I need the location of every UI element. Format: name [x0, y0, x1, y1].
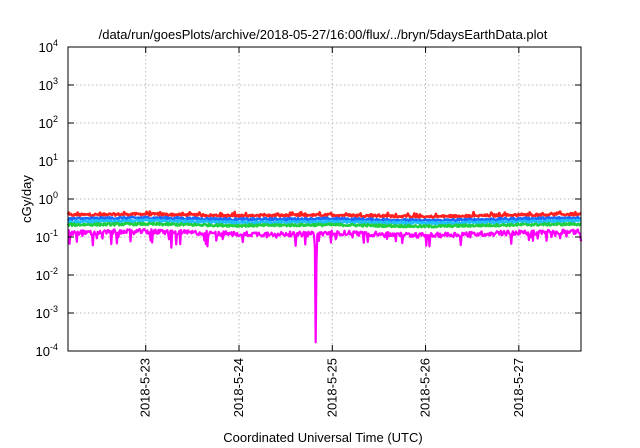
x-axis-ticks: 2018-5-23 2018-5-24 2018-5-25 2018-5-26 2018…	[138, 47, 526, 417]
x-tick-label: 2018-5-23	[138, 358, 153, 417]
y-tick-label: 101	[39, 152, 58, 169]
y-tick-label: 102	[39, 114, 58, 131]
x-tick-label: 2018-5-24	[231, 358, 246, 417]
series-line-4	[66, 221, 582, 229]
x-axis-label: Coordinated Universal Time (UTC)	[223, 430, 422, 445]
y-tick-label: 10-3	[36, 304, 58, 321]
y-tick-label: 10-2	[36, 266, 58, 283]
series-line-5	[67, 227, 583, 344]
grid	[68, 47, 581, 351]
y-tick-label: 100	[39, 190, 58, 207]
y-axis-label: cGy/day	[19, 175, 34, 223]
y-tick-label: 103	[39, 76, 58, 93]
series-group	[66, 210, 583, 344]
x-tick-label: 2018-5-27	[511, 358, 526, 417]
y-tick-label: 104	[39, 38, 58, 55]
series-line-3	[66, 218, 582, 226]
x-tick-label: 2018-5-25	[324, 358, 339, 417]
series-line-2	[66, 215, 582, 223]
chart-title: /data/run/goesPlots/archive/2018-05-27/1…	[99, 27, 548, 42]
series-line-1	[66, 210, 582, 220]
x-tick-label: 2018-5-26	[418, 358, 433, 417]
y-tick-label: 10-1	[36, 228, 58, 245]
y-axis-ticks: 10-4 10-3 10-2 10-1 100 101 102 103 104	[36, 38, 581, 359]
y-tick-label: 10-4	[36, 342, 58, 359]
